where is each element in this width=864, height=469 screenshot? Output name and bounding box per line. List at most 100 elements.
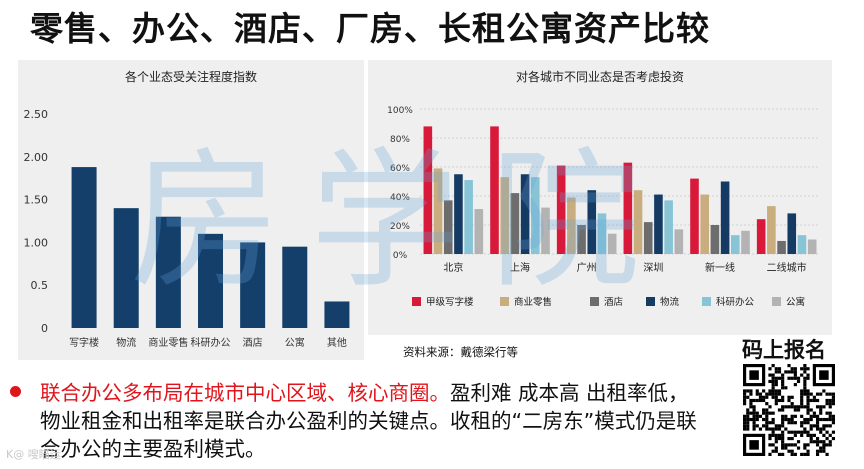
qr-module: [828, 398, 832, 403]
qr-module: [787, 364, 791, 368]
qr-module: [765, 427, 769, 431]
qr-module: [765, 414, 769, 418]
qr-module: [755, 389, 759, 393]
qr-module: [809, 436, 813, 441]
bar-新一线-科研办公: [731, 235, 740, 254]
qr-module: [765, 421, 769, 425]
qr-module: [774, 424, 778, 428]
qr-module: [812, 414, 816, 418]
x-tick-label: 公寓: [285, 336, 305, 349]
qr-module: [749, 411, 753, 415]
qr-module: [812, 433, 816, 437]
x-tick-label: 科研办公: [191, 336, 231, 349]
qr-module: [793, 367, 797, 371]
qr-module: [831, 402, 835, 406]
bar-新一线-物流: [720, 181, 730, 254]
x-tick-label: 酒店: [243, 336, 263, 349]
qr-module: [781, 424, 785, 428]
qr-module: [815, 392, 820, 396]
qr-module: [746, 389, 750, 393]
qr-module: [803, 386, 807, 390]
y-tick-label: 0.5: [31, 279, 49, 292]
bar-商业零售: [155, 216, 181, 328]
qr-module: [768, 411, 772, 415]
x-tick-label: 深圳: [643, 262, 663, 274]
qr-module: [822, 440, 826, 444]
qr-module: [790, 452, 794, 456]
qr-module: [755, 417, 759, 422]
qr-module: [809, 433, 813, 437]
qr-module: [787, 430, 791, 434]
qr-module: [796, 408, 801, 412]
qr-code-icon[interactable]: [743, 364, 835, 456]
legend-swatch: [500, 297, 509, 306]
qr-module: [777, 376, 782, 380]
qr-module: [806, 398, 810, 403]
qr-module: [803, 376, 807, 380]
qr-module: [815, 421, 820, 425]
qr-module: [806, 452, 810, 456]
qr-module: [743, 427, 747, 431]
qr-module: [806, 395, 810, 399]
qr-finder-core: [749, 440, 759, 450]
qr-module: [787, 421, 791, 425]
bar-写字楼: [71, 167, 97, 328]
qr-module: [749, 392, 753, 396]
qr-module: [768, 373, 772, 377]
qr-module: [781, 433, 785, 437]
qr-module: [752, 411, 756, 415]
bar-二线城市-酒店: [777, 240, 786, 254]
qr-module: [743, 417, 747, 422]
bar-北京-物流: [454, 174, 463, 254]
qr-module: [819, 411, 823, 415]
qr-module: [803, 379, 807, 384]
qr-module: [749, 405, 753, 409]
qr-module: [825, 436, 829, 441]
qr-module: [777, 392, 782, 396]
qr-module: [809, 392, 813, 396]
body-highlight: 联合办公多布局在城市中心区域、核心商圈。: [40, 381, 450, 405]
qr-module: [793, 433, 797, 437]
qr-module: [758, 395, 763, 399]
qr-module: [768, 379, 772, 384]
qr-module: [819, 449, 823, 453]
qr-module: [815, 436, 820, 441]
qr-module: [806, 392, 810, 396]
bar-其他: [324, 301, 350, 328]
legend-label: 科研办公: [716, 296, 755, 308]
qr-module: [743, 395, 747, 399]
bar-公寓: [282, 246, 308, 328]
qr-module: [771, 386, 775, 390]
qr-module: [765, 411, 769, 415]
qr-module: [743, 414, 747, 418]
qr-module: [771, 421, 775, 425]
qr-module: [822, 433, 826, 437]
legend-label: 公寓: [786, 296, 805, 308]
qr-module: [831, 414, 835, 418]
y-tick-label: 80%: [390, 135, 410, 145]
bar-二线城市-公寓: [807, 239, 817, 254]
qr-module: [781, 408, 785, 412]
qr-module: [752, 417, 756, 422]
qr-module: [774, 446, 778, 450]
qr-module: [800, 389, 804, 393]
qr-module: [755, 424, 759, 428]
qr-module: [787, 443, 791, 447]
qr-module: [774, 389, 778, 393]
qr-module: [777, 389, 782, 393]
qr-module: [752, 398, 756, 403]
qr-module: [806, 376, 810, 380]
qr-module: [752, 421, 756, 425]
qr-module: [762, 417, 766, 422]
qr-module: [774, 398, 778, 403]
bar-上海-物流: [520, 174, 530, 254]
bar-酒店: [240, 242, 266, 328]
qr-module: [796, 379, 801, 384]
qr-module: [800, 433, 804, 437]
qr-module: [777, 433, 782, 437]
qr-module: [793, 383, 797, 387]
qr-module: [765, 424, 769, 428]
qr-module: [793, 421, 797, 425]
qr-module: [777, 370, 782, 374]
qr-module: [765, 417, 769, 422]
